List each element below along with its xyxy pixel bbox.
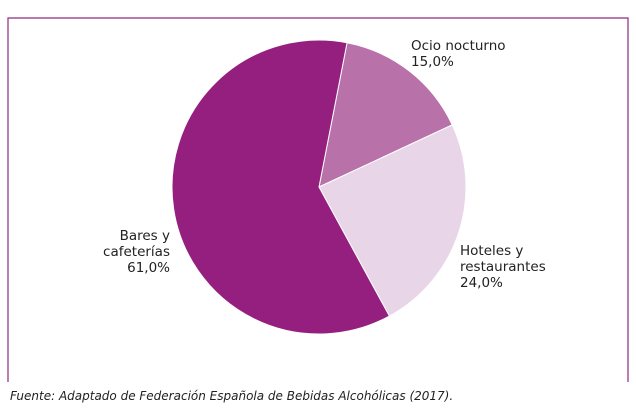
value-label: 24,0%	[460, 275, 503, 291]
frame	[7, 17, 629, 382]
pie-slice	[171, 39, 391, 335]
category-label: Ocio nocturno	[411, 38, 506, 54]
slice-label: Hoteles y restaurantes 24,0%	[460, 243, 560, 291]
value-label: 61,0%	[127, 260, 170, 276]
category-label: Bares y cafeterías	[103, 228, 170, 260]
value-label: 15,0%	[411, 54, 454, 70]
pie-slice	[318, 124, 467, 317]
slice-label: Ocio nocturno 15,0%	[411, 38, 551, 70]
slice-label: Bares y cafeterías 61,0%	[70, 228, 170, 276]
source-note: Fuente: Adaptado de Federación Española …	[10, 389, 454, 403]
pie-slice	[318, 42, 453, 188]
category-label: Hoteles y restaurantes	[460, 243, 546, 275]
